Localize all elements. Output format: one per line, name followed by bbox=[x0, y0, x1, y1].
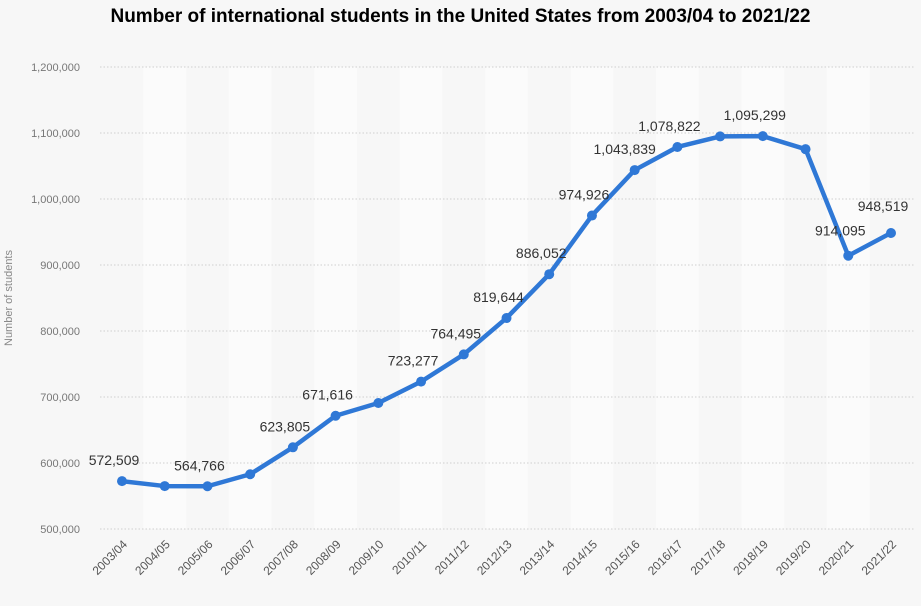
x-tick-label: 2020/21 bbox=[816, 537, 857, 578]
x-tick-label: 2013/14 bbox=[517, 537, 558, 578]
data-point bbox=[757, 131, 768, 142]
column-band bbox=[228, 67, 272, 529]
data-point bbox=[202, 481, 213, 492]
data-point bbox=[287, 442, 298, 453]
data-label: 572,509 bbox=[89, 452, 140, 468]
data-label: 564,766 bbox=[174, 457, 225, 473]
column-band bbox=[143, 67, 187, 529]
data-point bbox=[117, 476, 127, 487]
data-point bbox=[843, 250, 854, 261]
data-label: 1,095,299 bbox=[724, 107, 786, 123]
x-tick-label: 2005/06 bbox=[175, 537, 216, 578]
data-label: 819,644 bbox=[473, 289, 524, 305]
column-band bbox=[485, 67, 528, 529]
y-tick-label: 600,000 bbox=[40, 458, 80, 470]
column-band bbox=[741, 67, 785, 529]
data-label: 1,043,839 bbox=[594, 141, 656, 157]
y-tick-label: 700,000 bbox=[40, 392, 80, 404]
x-tick-label: 2019/20 bbox=[773, 537, 814, 578]
data-point bbox=[586, 210, 597, 221]
x-tick-label: 2010/11 bbox=[389, 537, 429, 577]
data-point bbox=[501, 313, 512, 324]
column-band bbox=[656, 67, 699, 529]
data-point bbox=[886, 227, 896, 238]
column-band bbox=[314, 67, 357, 529]
data-point bbox=[715, 131, 726, 142]
y-tick-label: 800,000 bbox=[40, 326, 80, 338]
x-tick-label: 2008/09 bbox=[303, 537, 344, 578]
y-axis-label: Number of students bbox=[3, 250, 15, 346]
x-tick-label: 2004/05 bbox=[132, 537, 173, 578]
data-label: 974,926 bbox=[559, 187, 610, 203]
data-point bbox=[800, 144, 811, 155]
x-tick-label: 2014/15 bbox=[559, 537, 600, 578]
data-point bbox=[629, 165, 640, 176]
chart-title: Number of international students in the … bbox=[110, 6, 811, 27]
column-band bbox=[570, 67, 614, 529]
data-point bbox=[159, 481, 170, 492]
x-tick-label: 2006/07 bbox=[218, 537, 259, 578]
x-tick-label: 2007/08 bbox=[260, 537, 301, 578]
data-point bbox=[544, 269, 555, 280]
y-tick-label: 1,100,000 bbox=[31, 128, 80, 140]
x-tick-label: 2003/04 bbox=[90, 537, 131, 578]
x-tick-label: 2015/16 bbox=[602, 537, 643, 578]
data-label: 623,805 bbox=[260, 418, 311, 434]
column-band bbox=[826, 67, 870, 529]
data-point bbox=[416, 376, 427, 387]
data-point bbox=[245, 469, 256, 480]
data-point bbox=[672, 141, 683, 152]
x-tick-label: 2021/22 bbox=[859, 537, 900, 578]
x-tick-label: 2011/12 bbox=[432, 537, 472, 577]
x-tick-label: 2017/18 bbox=[688, 537, 729, 578]
y-tick-label: 1,200,000 bbox=[31, 62, 80, 74]
y-tick-label: 500,000 bbox=[40, 524, 80, 536]
data-label: 948,519 bbox=[858, 198, 909, 214]
x-tick-label: 2012/13 bbox=[474, 537, 515, 578]
x-tick-label: 2018/19 bbox=[730, 537, 771, 578]
data-label: 914,095 bbox=[815, 223, 866, 239]
data-label: 764,495 bbox=[430, 325, 481, 341]
data-label: 671,616 bbox=[302, 387, 353, 403]
x-tick-label: 2009/10 bbox=[346, 537, 387, 578]
data-point bbox=[373, 397, 384, 408]
x-tick-label: 2016/17 bbox=[645, 537, 686, 578]
data-label: 886,052 bbox=[516, 245, 567, 261]
data-label: 723,277 bbox=[388, 353, 439, 369]
data-point bbox=[330, 410, 341, 421]
column-band bbox=[399, 67, 443, 529]
data-label: 1,078,822 bbox=[638, 118, 700, 134]
y-tick-label: 1,000,000 bbox=[31, 194, 80, 206]
y-tick-label: 900,000 bbox=[40, 260, 80, 272]
data-point bbox=[458, 349, 469, 360]
